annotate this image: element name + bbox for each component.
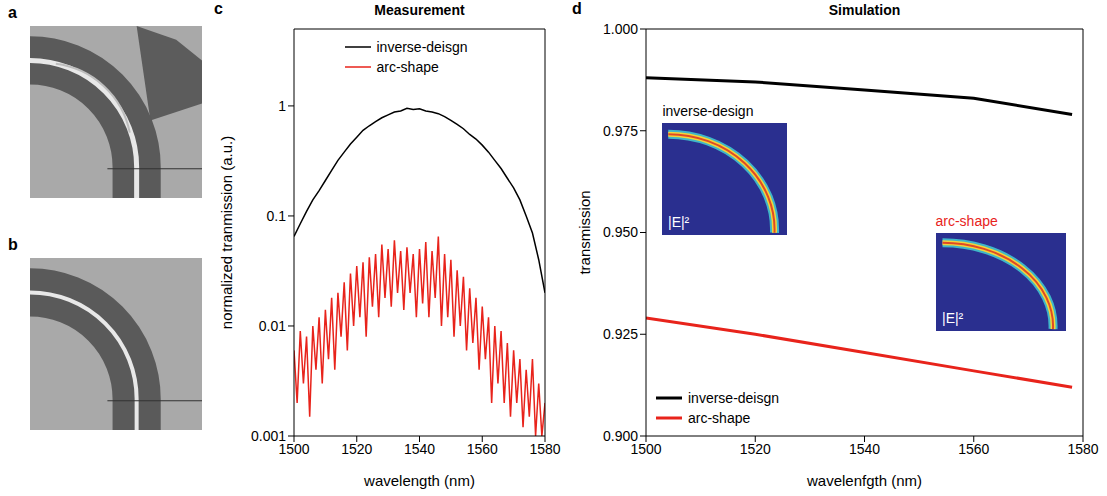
svg-text:1500: 1500	[278, 440, 310, 457]
svg-text:1540: 1540	[404, 441, 435, 457]
html-text:inverse-deisgn: inverse-deisgn	[376, 39, 468, 55]
svg-text:0.01: 0.01	[259, 318, 286, 334]
svg-text:1580: 1580	[529, 441, 560, 457]
svg-text:|E|²: |E|²	[668, 214, 690, 230]
svg-text:0.975: 0.975	[603, 123, 638, 139]
svg-text:1: 1	[278, 98, 286, 114]
svg-text:0.1: 0.1	[267, 208, 287, 224]
svg-text:1580: 1580	[1067, 441, 1098, 457]
html-text:a: a	[8, 4, 17, 21]
svg-text:normalized tranmission (a.u.): normalized tranmission (a.u.)	[218, 136, 235, 329]
svg-text:1520: 1520	[740, 441, 771, 457]
html-text:inverse-design: inverse-design	[662, 102, 754, 119]
svg-text:0.001: 0.001	[251, 428, 286, 444]
html-text:Measurement: Measurement	[374, 2, 465, 18]
html-text:b: b	[8, 236, 18, 253]
svg-text:|E|²: |E|²	[942, 310, 964, 326]
svg-text:1500: 1500	[630, 440, 662, 457]
svg-text:0.925: 0.925	[603, 326, 638, 342]
html-text:d: d	[572, 0, 582, 17]
html-text:Simulation: Simulation	[828, 2, 901, 18]
svg-text:1560: 1560	[958, 441, 989, 457]
svg-text:1540: 1540	[849, 441, 880, 457]
svg-text:0.950: 0.950	[603, 224, 638, 240]
html-text:inverse-deisgn: inverse-deisgn	[688, 390, 780, 406]
svg-text:transmission: transmission	[576, 190, 593, 274]
svg-text:1.000: 1.000	[603, 21, 638, 37]
html-text:c: c	[214, 0, 223, 17]
svg-text:0.900: 0.900	[603, 428, 638, 444]
html-text:arc-shape: arc-shape	[376, 59, 439, 75]
html-text:arc-shape: arc-shape	[688, 410, 751, 426]
html-text:arc-shape: arc-shape	[935, 212, 998, 229]
svg-text:wavelenfgth (nm): wavelenfgth (nm)	[806, 472, 922, 489]
svg-text:1520: 1520	[341, 441, 372, 457]
svg-text:wavelength (nm): wavelength (nm)	[363, 472, 475, 489]
svg-text:1560: 1560	[467, 441, 498, 457]
